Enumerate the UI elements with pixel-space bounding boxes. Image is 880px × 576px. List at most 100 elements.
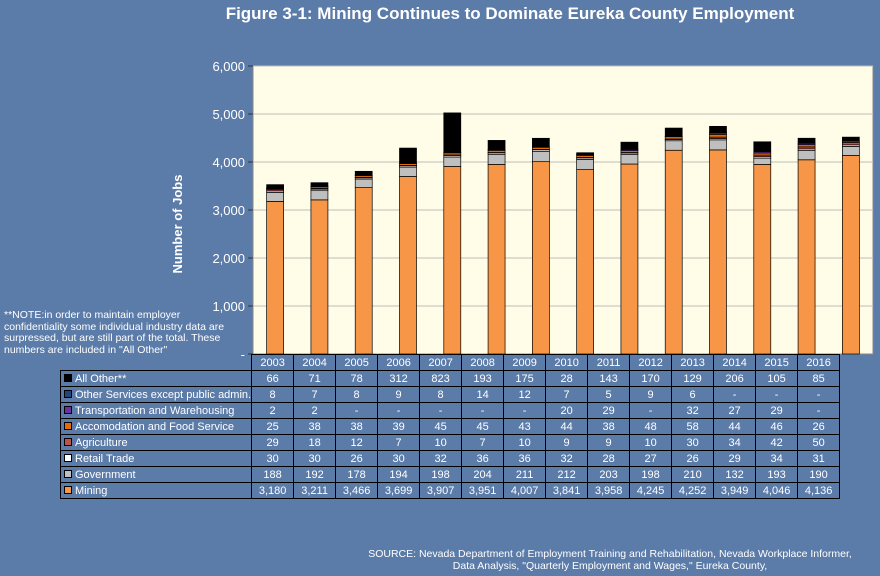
year-header: 2004 — [293, 354, 337, 371]
year-header: 2005 — [335, 354, 379, 371]
table-cell: 42 — [755, 434, 799, 451]
table-cell: 34 — [713, 434, 757, 451]
table-cell: 29 — [755, 402, 799, 419]
bar-segment — [576, 159, 594, 170]
table-cell: 4,046 — [755, 482, 799, 499]
bar-segment — [266, 201, 284, 355]
bar-segment — [620, 153, 639, 165]
table-cell: 198 — [419, 466, 463, 483]
legend-swatch — [64, 405, 72, 414]
table-cell: 206 — [713, 370, 757, 387]
bar-segment — [576, 169, 594, 355]
table-cell: 194 — [377, 466, 421, 483]
series-name: All Other** — [75, 372, 127, 385]
year-header: 2006 — [377, 354, 421, 371]
table-row: Retail Trade 30 30 26 30 32 36 36 32 28 27 26 29 34 31 — [59, 450, 841, 467]
legend-swatch — [64, 373, 72, 382]
y-tick-label: - — [241, 347, 245, 362]
y-tick-label: 4,000 — [212, 155, 245, 170]
table-row: Accomodation and Food Service 25 38 38 39 45 4… — [59, 418, 841, 435]
bar-segment — [797, 137, 816, 144]
table-cell: 28 — [545, 370, 589, 387]
bar-segment — [576, 152, 594, 155]
table-cell: 8 — [335, 386, 379, 403]
table-cell: 129 — [671, 370, 715, 387]
table-cell: 44 — [545, 418, 589, 435]
chart-title: Figure 3-1: Mining Continues to Dominate… — [225, 4, 795, 23]
table-cell: 5 — [587, 386, 631, 403]
table-cell: 210 — [671, 466, 715, 483]
bar-segment — [709, 139, 727, 151]
table-cell: 9 — [587, 434, 631, 451]
table-cell: 4,007 — [503, 482, 547, 499]
table-cell: 7 — [545, 386, 589, 403]
bar-segment — [842, 136, 860, 142]
bar-segment — [354, 187, 373, 355]
series-name: Transportation and Warehousing — [75, 404, 235, 417]
suppression-note: **NOTE:in order to maintain employer con… — [4, 309, 225, 356]
table-cell: 38 — [335, 418, 379, 435]
bar-segment — [532, 161, 550, 355]
table-cell: 78 — [335, 370, 379, 387]
table-cell: - — [797, 386, 841, 403]
table-cell: 85 — [797, 370, 841, 387]
table-cell: 18 — [293, 434, 337, 451]
legend-swatch — [64, 453, 72, 462]
bar-segment — [266, 184, 284, 189]
y-tick-label: 1,000 — [212, 299, 245, 314]
table-cell: 4,245 — [629, 482, 673, 499]
table-cell: 8 — [251, 386, 295, 403]
table-row: Other Services except public admin. 8 7 8 9 8… — [59, 386, 841, 403]
table-cell: 44 — [713, 418, 757, 435]
series-name: Agriculture — [75, 436, 128, 449]
table-cell: 27 — [629, 450, 673, 467]
table-cell: 27 — [713, 402, 757, 419]
series-name: Government — [75, 468, 136, 481]
table-cell: 66 — [251, 370, 295, 387]
table-cell: 192 — [293, 466, 337, 483]
bar-segment — [487, 154, 506, 165]
table-cell: 7 — [461, 434, 505, 451]
table-cell: 30 — [671, 434, 715, 451]
table-cell: 8 — [419, 386, 463, 403]
table-cell: 4,252 — [671, 482, 715, 499]
table-cell: 39 — [377, 418, 421, 435]
table-cell: 29 — [587, 402, 631, 419]
y-tick-label: 2,000 — [212, 251, 245, 266]
table-cell: 105 — [755, 370, 799, 387]
y-axis-label: Number of Jobs — [170, 175, 185, 274]
table-cell: 43 — [503, 418, 547, 435]
bar-segment — [443, 112, 462, 153]
bar-segment — [842, 146, 860, 156]
table-cell: 30 — [251, 450, 295, 467]
table-cell: 143 — [587, 370, 631, 387]
bar-segment — [709, 125, 727, 133]
table-cell: 34 — [755, 450, 799, 467]
table-cell: 132 — [713, 466, 757, 483]
table-cell: 29 — [713, 450, 757, 467]
table-cell: 6 — [671, 386, 715, 403]
series-label: Government — [59, 466, 253, 483]
year-header: 2008 — [461, 354, 505, 371]
table-cell: 9 — [545, 434, 589, 451]
table-cell: 45 — [461, 418, 505, 435]
table-cell: 32 — [419, 450, 463, 467]
table-corner — [61, 355, 252, 371]
table-cell: 26 — [797, 418, 841, 435]
table-cell: - — [461, 402, 505, 419]
table-cell: 10 — [503, 434, 547, 451]
table-cell: 31 — [797, 450, 841, 467]
table-cell: 9 — [629, 386, 673, 403]
table-cell: - — [335, 402, 379, 419]
table-cell: 14 — [461, 386, 505, 403]
legend-swatch — [64, 485, 72, 494]
table-cell: - — [629, 402, 673, 419]
table-cell: 198 — [629, 466, 673, 483]
table-cell: 3,699 — [377, 482, 421, 499]
bar-segment — [620, 163, 639, 355]
bar-segment — [842, 142, 860, 146]
table-cell: 36 — [461, 450, 505, 467]
year-header: 2011 — [587, 354, 631, 371]
table-cell: 12 — [503, 386, 547, 403]
